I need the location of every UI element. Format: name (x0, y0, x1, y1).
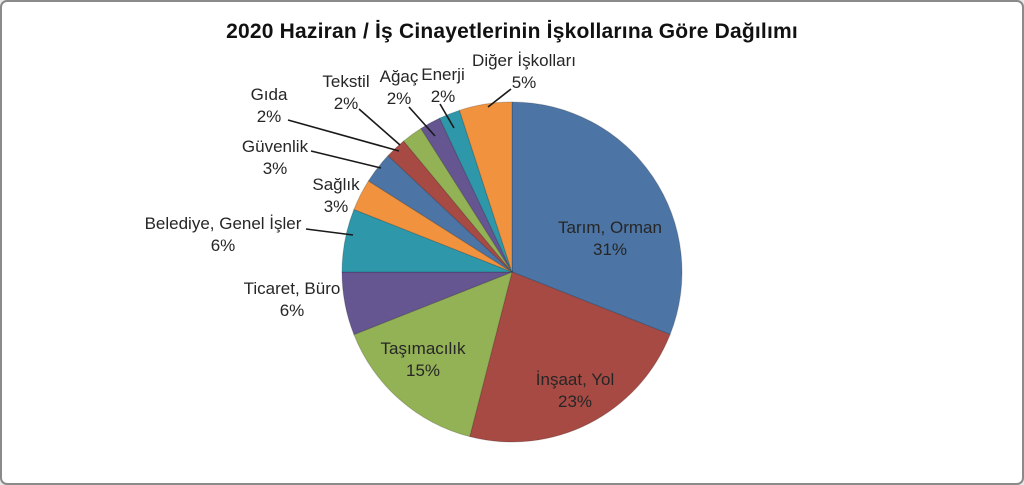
slice-label-tarim-orman: Tarım, Orman 31% (558, 217, 662, 261)
slice-label-ticaret-buro: Ticaret, Büro 6% (244, 278, 341, 322)
slice-label-text: Sağlık (312, 175, 360, 194)
slice-label-text: Ticaret, Büro (243, 279, 341, 298)
slice-label-tasimacilik: Taşımacılık 15% (380, 338, 465, 382)
pie-slice-10 (438, 109, 513, 273)
pie-slice-5 (353, 180, 513, 273)
slice-label-text: İnşaat, Yol (535, 370, 615, 389)
leader-line-gida (287, 119, 400, 152)
leader-line-diger-iskollari (487, 88, 512, 108)
slice-label-text: Diğer İşkolları (472, 51, 576, 70)
slice-label-pct: 5% (511, 73, 537, 92)
slice-label-pct: 3% (323, 197, 349, 216)
pie-slices-group (341, 101, 683, 443)
slice-label-diger-iskollari: Diğer İşkolları 5% (472, 50, 576, 94)
pie-slice-8 (402, 127, 513, 273)
slice-label-text: Taşımacılık (380, 339, 466, 358)
slice-label-insaat-yol: İnşaat, Yol 23% (536, 369, 614, 413)
leader-lines-group (287, 88, 512, 236)
pie-slice-7 (387, 140, 513, 273)
pie-slice-0 (511, 101, 683, 336)
pie-slice-11 (458, 101, 513, 273)
slice-label-text: Gıda (250, 85, 288, 104)
slice-label-text: Enerji (421, 65, 465, 84)
slice-label-pct: 31% (592, 240, 628, 259)
pie-slice-9 (420, 117, 513, 273)
leader-line-enerji (439, 103, 455, 129)
pie-slice-3 (341, 271, 513, 336)
slice-label-pct: 6% (279, 301, 305, 320)
slice-label-pct: 23% (557, 392, 593, 411)
slice-label-text: Güvenlik (241, 137, 309, 156)
slice-label-pct: 6% (210, 236, 236, 255)
slice-label-text: Tarım, Orman (558, 218, 662, 237)
pie-slice-2 (353, 271, 513, 438)
slice-label-pct: 2% (333, 94, 359, 113)
slice-label-pct: 2% (256, 107, 282, 126)
slice-label-pct: 2% (430, 87, 456, 106)
slice-label-text: Belediye, Genel İşler (144, 214, 302, 233)
slice-label-enerji: Enerji 2% (421, 64, 464, 108)
slice-label-gida: Gıda 2% (251, 84, 288, 128)
slice-label-agac: Ağaç 2% (380, 66, 419, 110)
slice-label-belediye-genel-isler: Belediye, Genel İşler 6% (145, 213, 302, 257)
slice-label-tekstil: Tekstil 2% (322, 71, 369, 115)
leader-line-agac (408, 106, 436, 137)
pie-slice-1 (469, 271, 671, 443)
slice-label-pct: 3% (262, 159, 288, 178)
slice-label-guvenlik: Güvenlik 3% (242, 136, 308, 180)
leader-line-guvenlik (310, 150, 382, 169)
slice-label-pct: 15% (405, 361, 441, 380)
slice-label-saglik: Sağlık 3% (312, 174, 359, 218)
chart-title: 2020 Haziran / İş Cinayetlerinin İşkolla… (226, 20, 798, 43)
slice-label-text: Tekstil (322, 72, 370, 91)
leader-line-tekstil (358, 108, 401, 146)
leader-line-belediye (305, 228, 354, 236)
slice-label-pct: 2% (386, 89, 412, 108)
slice-label-text: Ağaç (379, 67, 419, 86)
pie-slice-4 (341, 208, 513, 273)
